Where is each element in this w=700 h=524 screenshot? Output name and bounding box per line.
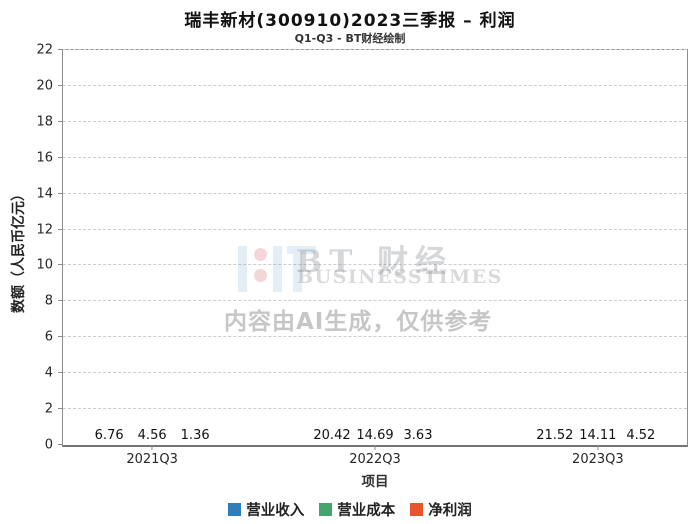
bar-value-label: 14.11 [579,428,617,443]
legend-item: 营业收入 [228,499,304,520]
gridline [63,408,687,410]
legend-swatch-icon [319,503,333,516]
legend-item: 营业成本 [319,499,395,520]
gridline [63,84,687,86]
bar-value-label: 3.63 [403,428,433,443]
y-tick-label: 0 [44,437,53,453]
gridline [63,120,687,122]
bar-value-label: 4.52 [626,428,656,443]
y-tick-mark [58,192,63,194]
bar-value-label: 14.69 [356,428,394,443]
bar-value-label: 21.52 [536,428,574,443]
legend-item: 净利润 [410,499,472,520]
chart-title: 瑞丰新材(300910)2023三季报 – 利润 [184,11,516,31]
gridline [63,372,687,374]
legend-swatch-icon [228,503,242,516]
gridline [63,49,687,50]
x-axis-label: 项目 [361,474,389,490]
bar-value-label: 1.36 [180,428,210,443]
legend: 营业收入 营业成本 净利润 [0,499,700,520]
legend-swatch-icon [410,503,424,516]
y-tick-mark [58,49,63,50]
y-tick-label: 20 [36,78,53,94]
y-tick-label: 2 [44,401,53,417]
y-tick-label: 10 [36,257,53,273]
gridline [63,156,687,158]
y-tick-mark [58,120,63,122]
y-tick-mark [58,444,63,445]
gridline [63,300,687,302]
chart-subtitle: Q1-Q3 - BT财经绘制 [294,32,406,45]
bar-value-label: 6.76 [94,428,124,443]
bar-value-label: 4.56 [137,428,167,443]
y-tick-label: 22 [36,42,53,58]
gridline [63,192,687,194]
legend-label: 营业成本 [337,503,396,519]
y-tick-label: 6 [44,329,53,345]
gridline [63,228,687,230]
y-tick-label: 16 [36,150,53,166]
y-tick-label: 18 [36,114,53,130]
legend-label: 净利润 [428,503,472,519]
y-tick-label: 12 [36,222,53,238]
plot-area: 0 2 4 6 8 10 12 14 16 18 20 22 2021Q3 2022Q3 2023Q3 6… [36,43,688,467]
y-tick-mark [58,300,63,302]
x-tick-mark [597,445,599,450]
y-tick-mark [58,228,63,230]
gridline [63,264,687,266]
x-tick-label: 2023Q3 [572,452,624,467]
y-tick-label: 4 [44,365,53,381]
bar-value-label: 20.42 [313,428,351,443]
y-tick-label: 14 [36,186,53,202]
legend-label: 营业收入 [246,503,305,519]
y-tick-mark [58,264,63,266]
y-tick-mark [58,156,63,158]
x-tick-label: 2022Q3 [349,452,401,467]
x-tick-mark [151,445,153,450]
x-tick-mark [374,445,376,450]
y-tick-mark [58,84,63,86]
y-axis-label: 数额（人民币亿元） [11,187,27,313]
y-tick-mark [58,336,63,338]
x-tick-label: 2021Q3 [126,452,178,467]
y-tick-mark [58,372,63,374]
y-tick-mark [58,408,63,410]
gridline [63,336,687,338]
y-tick-label: 8 [44,293,53,309]
